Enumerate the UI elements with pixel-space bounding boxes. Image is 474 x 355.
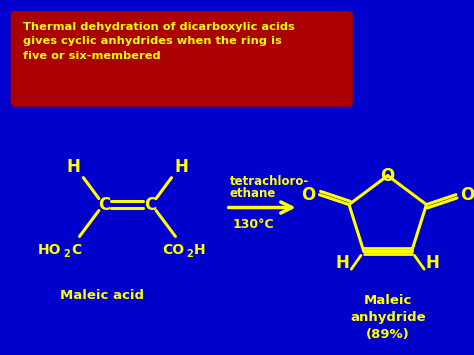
Text: Maleic acid: Maleic acid — [60, 289, 144, 302]
Text: tetrachloro-: tetrachloro- — [230, 175, 309, 187]
Text: 130°C: 130°C — [233, 218, 274, 230]
Text: O: O — [301, 186, 316, 204]
Text: Thermal dehydration of dicarboxylic acids
gives cyclic anhydrides when the ring : Thermal dehydration of dicarboxylic acid… — [23, 22, 295, 61]
Text: Maleic
anhydride
(89%): Maleic anhydride (89%) — [350, 294, 426, 342]
Text: 2: 2 — [186, 250, 193, 260]
Text: C: C — [144, 196, 156, 214]
Text: H: H — [174, 158, 188, 176]
Text: C: C — [71, 244, 81, 257]
FancyBboxPatch shape — [10, 11, 353, 107]
Text: H: H — [426, 253, 440, 272]
Text: O: O — [381, 166, 395, 185]
Text: HO: HO — [37, 244, 61, 257]
Text: CO: CO — [162, 244, 184, 257]
Text: ethane: ethane — [230, 186, 276, 200]
Text: O: O — [460, 186, 474, 204]
Text: H: H — [194, 244, 206, 257]
Text: 2: 2 — [63, 250, 70, 260]
Text: H: H — [67, 158, 81, 176]
Text: H: H — [336, 253, 349, 272]
Text: C: C — [99, 196, 111, 214]
